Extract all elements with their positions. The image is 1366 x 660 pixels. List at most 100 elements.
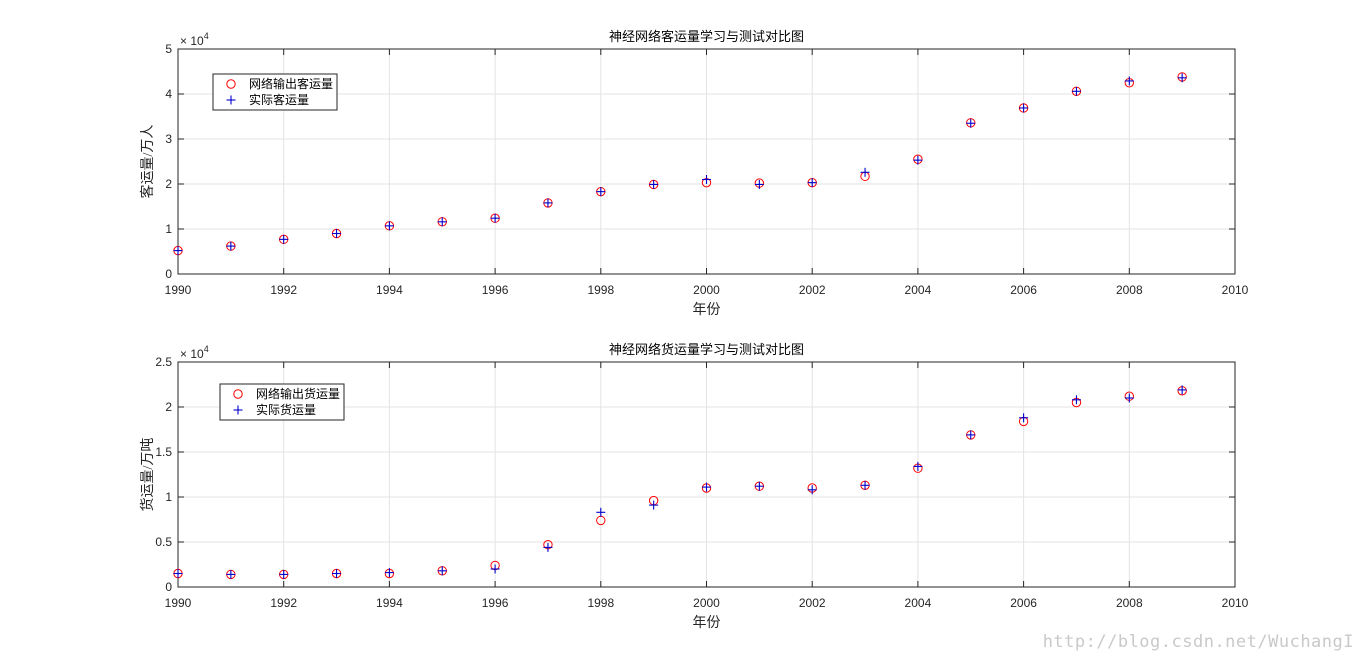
plus-marker [1124, 76, 1134, 86]
x-tick-label: 1996 [482, 596, 509, 610]
x-tick-label: 2004 [905, 283, 932, 297]
legend-box [219, 383, 345, 421]
x-tick-label: 2004 [905, 596, 932, 610]
plus-marker [543, 198, 553, 208]
plus-marker [649, 500, 659, 510]
legend-circle-marker [226, 79, 236, 89]
series-2 [173, 73, 1187, 256]
plus-marker [702, 482, 711, 492]
y-tick-label: 3 [165, 132, 172, 146]
legend-label: 网络输出货运量 [256, 386, 340, 401]
plus-marker [384, 568, 394, 578]
plus-marker [1071, 395, 1081, 405]
y-tick-label: 0 [165, 580, 172, 594]
plus-marker [649, 179, 659, 189]
plus-marker [173, 569, 183, 578]
x-axis-label: 年份 [693, 302, 721, 318]
y-tick-label: 5 [165, 42, 172, 56]
legend-plus-marker [226, 95, 236, 105]
plus-marker [966, 430, 976, 440]
plus-marker [860, 480, 870, 490]
x-tick-label: 2010 [1222, 596, 1249, 610]
y-axis-label: 货运量/万吨 [139, 438, 156, 512]
legend-box [212, 73, 338, 111]
x-tick-label: 2006 [1010, 596, 1037, 610]
y-tick-label: 2 [165, 177, 172, 191]
chart-title: 神经网络货运量学习与测试对比图 [609, 342, 804, 357]
y-tick-label: 1 [165, 490, 172, 504]
plus-marker [1071, 86, 1081, 96]
plus-marker [596, 187, 606, 197]
plus-marker [332, 229, 342, 238]
plus-marker [490, 213, 500, 223]
x-tick-label: 1998 [587, 596, 614, 610]
legend-label: 实际货运量 [256, 402, 316, 417]
watermark: http://blog.csdn.net/WuchangI [1042, 632, 1354, 652]
plus-marker [1019, 103, 1029, 113]
plus-marker [226, 241, 236, 251]
y-exponent-power: 4 [204, 31, 209, 41]
x-axis-label: 年份 [693, 615, 721, 631]
y-tick-label: 4 [165, 87, 172, 101]
x-tick-label: 1998 [587, 283, 614, 297]
x-tick-label: 2000 [693, 596, 720, 610]
plus-marker [913, 461, 923, 471]
plus-marker [1177, 385, 1187, 395]
legend-label: 实际客运量 [249, 92, 309, 107]
y-tick-label: 2 [165, 400, 172, 414]
plus-marker [279, 569, 289, 579]
legend-plus-marker [233, 405, 243, 415]
x-tick-label: 1994 [376, 596, 403, 610]
y-tick-label: 1 [165, 222, 172, 236]
plus-marker [754, 179, 764, 189]
x-tick-label: 1992 [270, 283, 297, 297]
y-exponent-label: × 104 [180, 31, 209, 48]
plus-marker [332, 569, 342, 578]
legend-label: 网络输出客运量 [249, 76, 333, 91]
series-2 [173, 385, 1187, 579]
plus-marker [596, 507, 606, 517]
y-axis-label: 客运量/万人 [139, 125, 156, 199]
y-exponent-label: × 104 [180, 344, 209, 361]
x-tick-label: 2002 [799, 283, 826, 297]
x-tick-label: 1990 [165, 596, 192, 610]
x-tick-label: 1990 [165, 283, 192, 297]
x-tick-label: 2002 [799, 596, 826, 610]
legend-circle-marker [233, 389, 243, 399]
y-tick-label: 1.5 [155, 445, 172, 459]
x-tick-label: 2008 [1116, 283, 1143, 297]
x-tick-label: 2010 [1222, 283, 1249, 297]
plus-marker [966, 118, 976, 128]
plus-marker [173, 246, 183, 256]
freight-chart: 1990 1992 1994 1996 1998 2000 2002 2004 2006 2008… [139, 342, 1249, 631]
y-tick-label: 2.5 [155, 355, 172, 369]
x-tick-label: 1992 [270, 596, 297, 610]
plus-marker [384, 221, 394, 231]
plus-marker [807, 485, 817, 495]
plus-marker [702, 175, 711, 184]
x-tick-label: 2006 [1010, 283, 1037, 297]
passenger-chart: 1990 1992 1994 1996 1998 2000 2002 2004 2006 2008… [139, 29, 1249, 318]
plus-marker [1124, 393, 1134, 403]
plus-marker [807, 178, 817, 188]
plus-marker [490, 564, 500, 574]
plus-marker [226, 569, 236, 579]
plus-marker [437, 217, 447, 227]
chart-title: 神经网络客运量学习与测试对比图 [609, 29, 804, 44]
y-tick-label: 0 [165, 267, 172, 281]
x-tick-label: 2000 [693, 283, 720, 297]
x-tick-label: 1996 [482, 283, 509, 297]
y-tick-label: 0.5 [155, 535, 172, 549]
plus-marker [279, 234, 289, 244]
x-tick-label: 1994 [376, 283, 403, 297]
plus-marker [913, 155, 923, 165]
plus-marker [1177, 73, 1187, 83]
y-exponent-power: 4 [204, 344, 209, 354]
plus-marker [543, 542, 553, 552]
plus-marker [860, 167, 870, 177]
plus-marker [1019, 413, 1029, 423]
plus-marker [754, 481, 764, 491]
